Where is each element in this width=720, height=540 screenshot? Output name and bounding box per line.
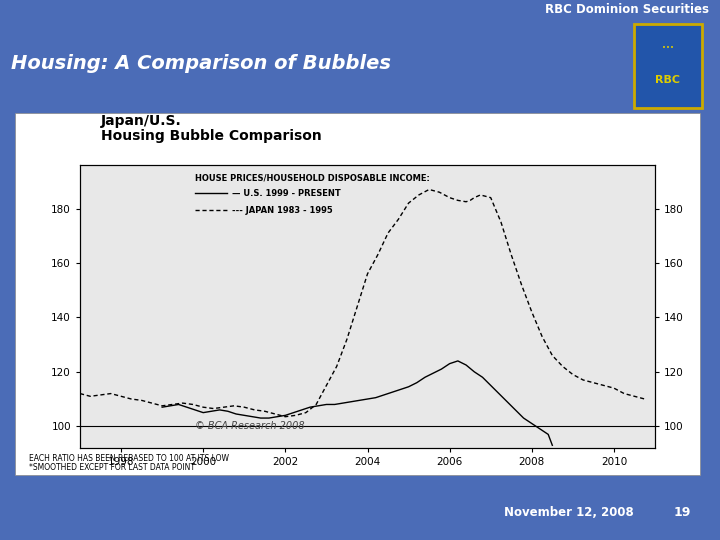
Text: Japan/U.S.: Japan/U.S. xyxy=(101,114,181,128)
Text: — U.S. 1999 - PRESENT: — U.S. 1999 - PRESENT xyxy=(233,189,341,198)
Text: RBC Dominion Securities: RBC Dominion Securities xyxy=(545,3,709,16)
Text: --- JAPAN 1983 - 1995: --- JAPAN 1983 - 1995 xyxy=(233,206,333,215)
Text: EACH RATIO HAS BEEN REBASED TO 100 AT ITS LOW: EACH RATIO HAS BEEN REBASED TO 100 AT IT… xyxy=(30,454,230,463)
Text: *SMOOTHED EXCEPT FOR LAST DATA POINT: *SMOOTHED EXCEPT FOR LAST DATA POINT xyxy=(30,463,195,472)
Text: Housing: A Comparison of Bubbles: Housing: A Comparison of Bubbles xyxy=(11,54,391,73)
Text: 19: 19 xyxy=(673,507,690,519)
Text: Housing Bubble Comparison: Housing Bubble Comparison xyxy=(101,129,322,143)
Text: © BCA Research 2008: © BCA Research 2008 xyxy=(195,421,305,431)
Text: •••: ••• xyxy=(662,45,674,51)
Text: HOUSE PRICES/HOUSEHOLD DISPOSABLE INCOME:: HOUSE PRICES/HOUSEHOLD DISPOSABLE INCOME… xyxy=(195,173,430,183)
Text: RBC: RBC xyxy=(655,75,680,85)
FancyBboxPatch shape xyxy=(634,24,702,108)
Text: November 12, 2008: November 12, 2008 xyxy=(504,507,634,519)
